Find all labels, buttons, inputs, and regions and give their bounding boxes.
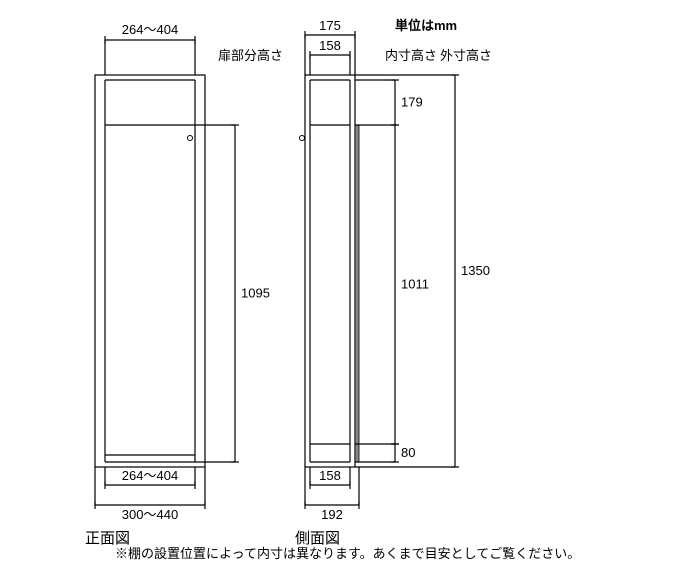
svg-text:179: 179 [401,95,423,110]
svg-text:158: 158 [319,468,341,483]
label-outer-height: 外寸高さ [440,48,492,63]
svg-text:264～404: 264～404 [122,22,178,37]
label-inner-height: 内寸高さ [385,48,437,63]
tech-drawing: 264～404 扉部分高さ 1095 264～404 300～440 正面図 158 175 単… [0,0,700,571]
label-door-height: 扉部分高さ [218,48,283,63]
svg-text:192: 192 [321,507,343,522]
svg-text:1011: 1011 [401,277,429,292]
side-title: 側面図 [295,530,340,547]
svg-text:158: 158 [319,38,341,53]
svg-text:264～404: 264～404 [122,468,178,483]
footnote: ※棚の設置位置によって内寸は異なります。あくまで目安としてご覧ください。 [115,546,580,561]
svg-text:1095: 1095 [241,286,270,301]
svg-text:175: 175 [319,18,341,33]
label-unit: 単位はmm [395,18,457,33]
svg-text:300～440: 300～440 [122,507,178,522]
svg-text:1350: 1350 [461,263,490,278]
svg-text:80: 80 [401,445,415,460]
front-title: 正面図 [85,530,130,547]
